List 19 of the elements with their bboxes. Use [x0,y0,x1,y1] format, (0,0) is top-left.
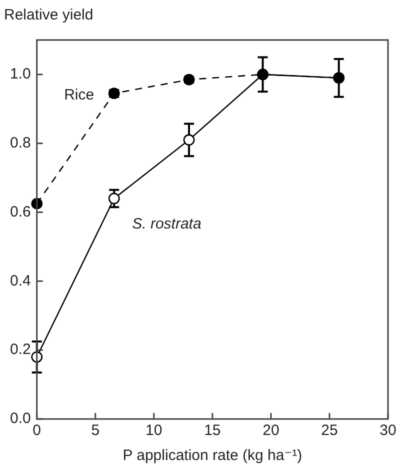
x-tick-label: 10 [146,422,162,440]
point [183,134,195,146]
x-tick-label: 30 [380,422,396,440]
point [108,192,120,204]
y-tick-label: 1.0 [10,66,31,83]
y-tick-label: 0.0 [10,410,31,428]
x-tick-label: 0 [32,422,42,440]
x-tick-label: 20 [262,422,280,440]
x-tick-label: 5 [91,422,100,440]
y-tick-label: 0.2 [10,341,31,358]
y-tick-label: 0.6 [10,203,31,220]
series-label: Rice [64,86,94,104]
x-tick-label: 25 [321,422,338,440]
y-tick-label: 0.4 [10,272,31,290]
x-tick-label: 15 [204,422,221,440]
y-tick-label: 0.8 [10,134,31,152]
y-axis-title: Relative yield [4,6,94,24]
series-label: S. rostrata [132,216,202,233]
x-axis-title: P application rate (kg ha⁻¹) [122,447,302,464]
